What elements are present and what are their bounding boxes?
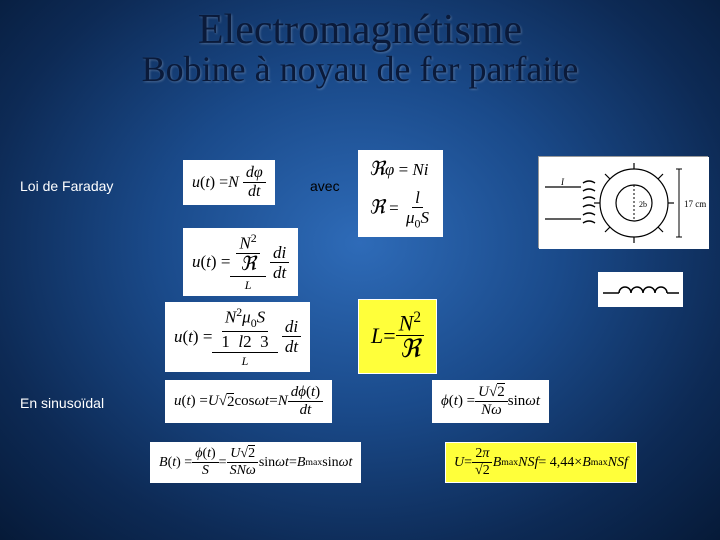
eq-L: L = N2ℜ bbox=[358, 299, 437, 374]
eq-u2: u(t) = N2ℜ L didt bbox=[183, 228, 298, 296]
eq-U: U = 2π√2 BmaxNSf = 4,44×BmaxNSf bbox=[445, 442, 637, 483]
label-avec: avec bbox=[310, 178, 340, 194]
eq-sin-u: u(t) = U√2 cosωt = N dϕ(t)dt bbox=[165, 380, 332, 423]
diagram-height-label: 17 cm bbox=[684, 199, 706, 209]
eq-sin-phi: ϕ(t) = U√2Nω sinωt bbox=[432, 380, 549, 423]
svg-text:2b: 2b bbox=[639, 200, 647, 209]
eq-u3: u(t) = N2μ0S1 l2 3 L didt bbox=[165, 302, 310, 372]
page-subtitle: Bobine à noyau de fer parfaite bbox=[0, 50, 720, 90]
label-faraday: Loi de Faraday bbox=[20, 178, 113, 194]
eq-B: B(t) = ϕ(t)S = U√2SNω sinωt = Bmax sinωt bbox=[150, 442, 361, 483]
eq-faraday: u(t) = N dφdt bbox=[183, 160, 275, 205]
label-sinus: En sinusoïdal bbox=[20, 395, 104, 411]
page-title: Electromagnétisme bbox=[0, 0, 720, 52]
toroid-diagram: I 2b 17 cm bbox=[538, 156, 708, 248]
inductor-symbol bbox=[598, 272, 683, 307]
eq-reluctance: ℜφ = Ni ℜ = lμ0S bbox=[358, 150, 443, 237]
